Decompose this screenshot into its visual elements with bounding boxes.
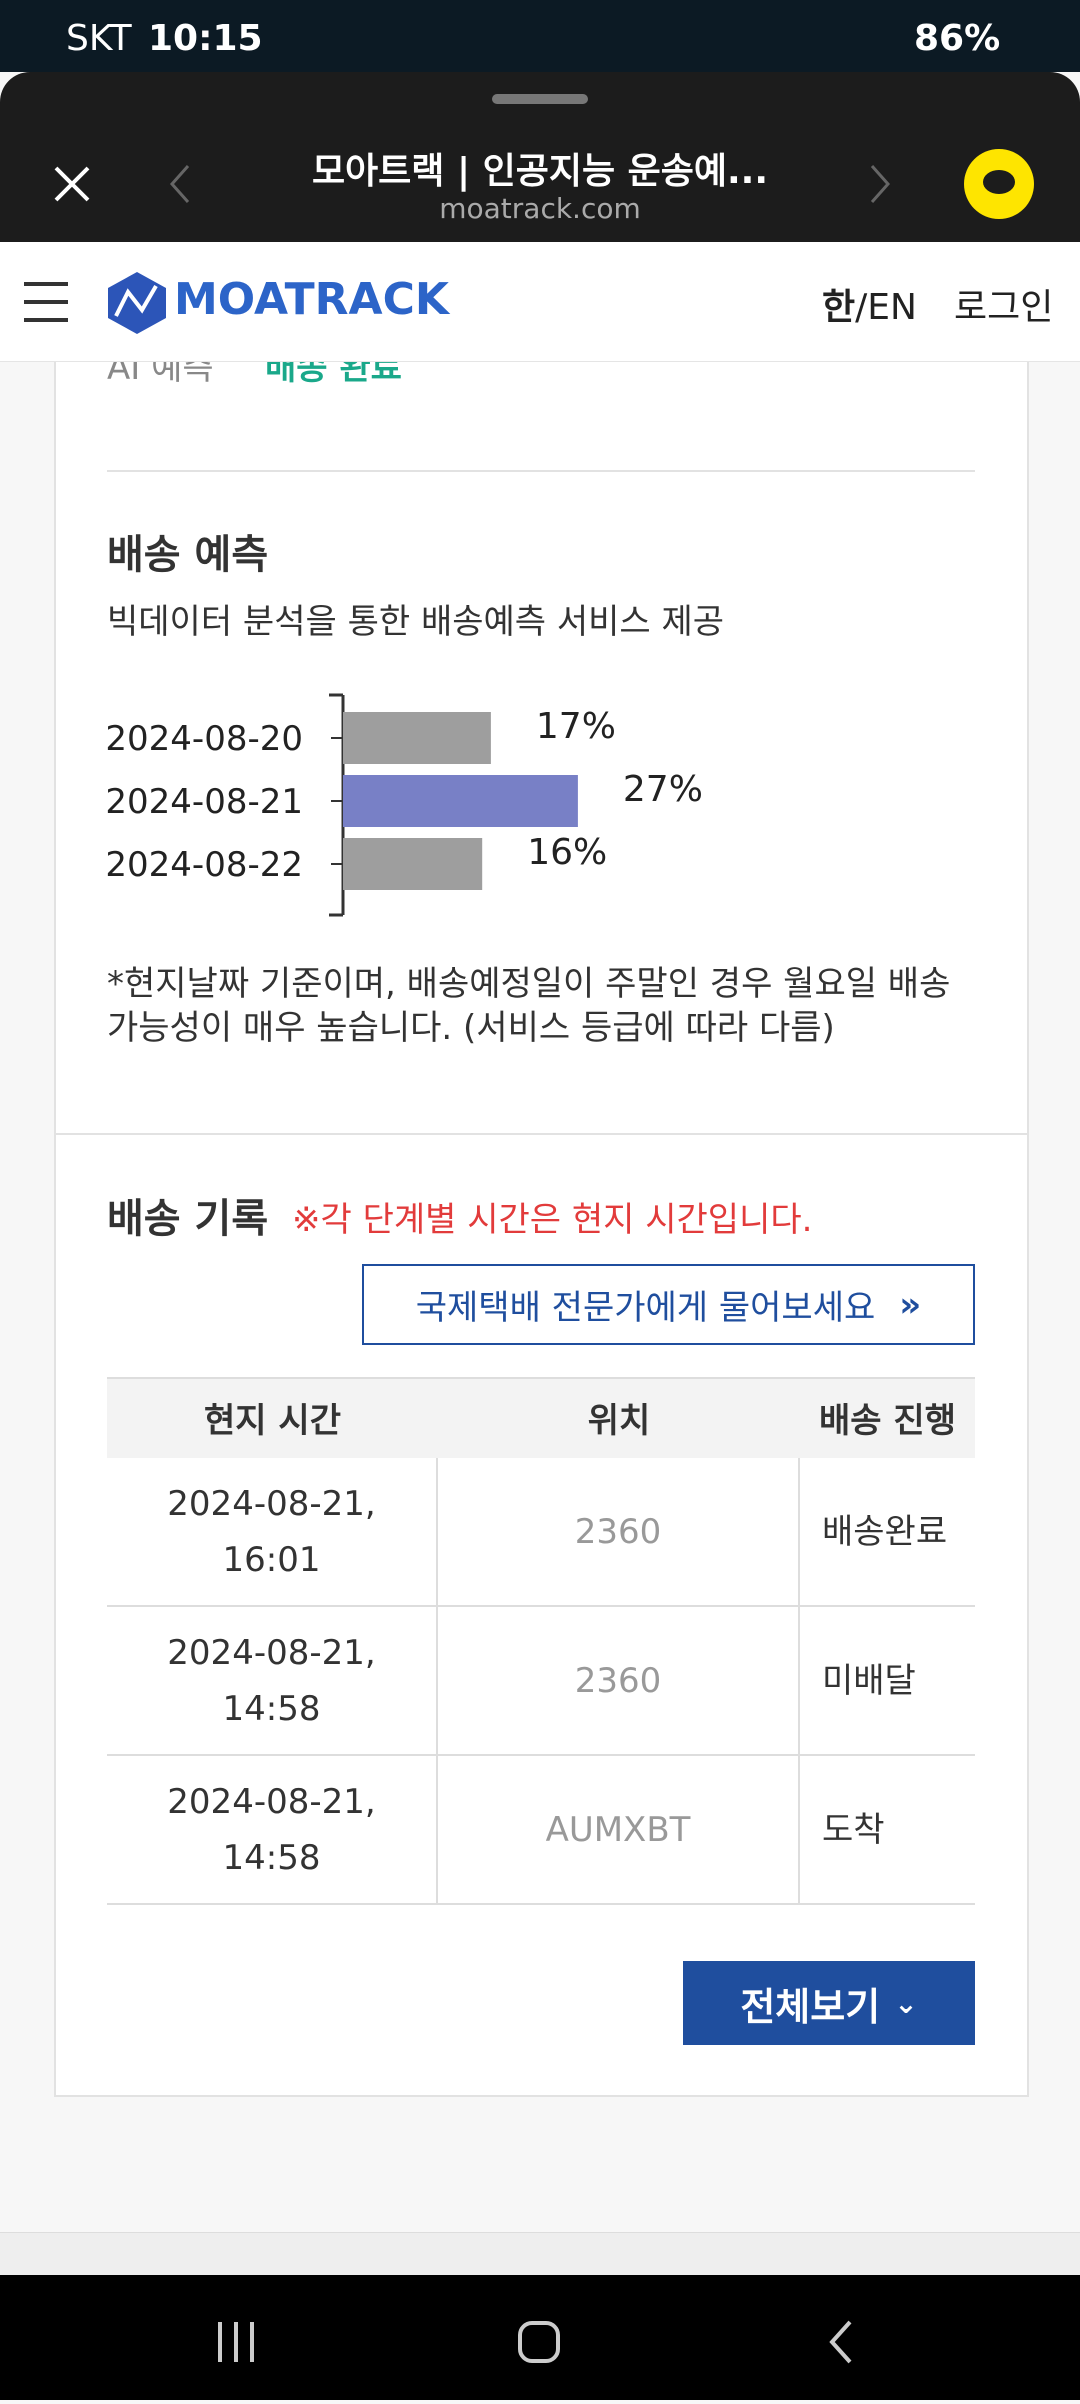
time-cell-text: 2024-08-21, 16:01	[167, 1483, 376, 1580]
column-header: 현지 시간	[107, 1377, 438, 1458]
bar	[343, 775, 578, 827]
forward-button[interactable]	[868, 162, 892, 206]
footer	[0, 2232, 1080, 2276]
view-all-label: 전체보기	[740, 1984, 881, 2029]
logo-icon	[108, 272, 166, 334]
history-notice: ※각 단계별 시간은 현지 시간입니다.	[292, 1200, 813, 1240]
tracking-card	[54, 330, 1029, 2097]
lang-ko[interactable]: 한	[822, 287, 856, 328]
close-button[interactable]	[52, 164, 92, 204]
table-header	[107, 1377, 975, 1458]
nav-icons	[218, 2320, 852, 2364]
divider	[54, 1133, 1029, 1135]
status-bar: SKT 10:15 86%	[0, 0, 1080, 72]
value-label: 27%	[623, 769, 703, 810]
value-label: 16%	[527, 832, 607, 873]
kakao-button[interactable]	[963, 148, 1035, 220]
location-cell: AUMXBT	[438, 1756, 800, 1905]
column-header-text: 위치	[587, 1401, 651, 1441]
clock: 10:15	[148, 18, 263, 59]
ask-expert-label: 국제택배 전문가에게 물어보세요	[415, 1288, 876, 1328]
logo-text[interactable]: MOATRACK	[174, 274, 449, 325]
category-label: 2024-08-20	[105, 719, 303, 759]
back-button[interactable]	[168, 162, 192, 206]
value-label: 17%	[536, 706, 616, 747]
nav-bar	[0, 2275, 1080, 2400]
login-link[interactable]: 로그인	[954, 287, 1054, 328]
browser-bar: 모아트랙 | 인공지능 운송예... moatrack.com	[0, 72, 1080, 242]
location-cell-text: 2360	[574, 1660, 662, 1701]
column-header: 위치	[438, 1377, 800, 1458]
page-url: moatrack.com	[439, 192, 641, 225]
ask-expert-button[interactable]: 국제택배 전문가에게 물어보세요»	[362, 1264, 975, 1345]
forecast-subtitle: 빅데이터 분석을 통한 배송예측 서비스 제공	[107, 602, 725, 642]
menu-icon[interactable]	[24, 280, 70, 324]
carrier: SKT	[66, 18, 132, 59]
status-cell: 도착	[800, 1756, 975, 1905]
divider	[107, 470, 975, 472]
site-header: MOATRACK 한/EN 로그인	[0, 242, 1080, 362]
bar	[343, 712, 491, 764]
location-cell: 2360	[438, 1458, 800, 1607]
category-label: 2024-08-22	[105, 845, 303, 885]
time-cell: 2024-08-21, 16:01	[107, 1458, 438, 1607]
drag-handle	[492, 94, 588, 104]
status-cell: 미배달	[800, 1607, 975, 1756]
column-header-text: 배송 진행	[819, 1401, 956, 1441]
status-cell-text: 배송완료	[822, 1511, 948, 1552]
time-cell: 2024-08-21, 14:58	[107, 1756, 438, 1905]
column-header-text: 현지 시간	[204, 1401, 341, 1441]
lang-en[interactable]: /EN	[855, 287, 917, 328]
forecast-note: *현지날짜 기준이며, 배송예정일이 주말인 경우 월요일 배송 가능성이 매우…	[107, 964, 951, 1048]
page-title: 모아트랙 | 인공지능 운송예...	[311, 151, 769, 192]
bar	[343, 838, 483, 890]
history-table: 현지 시간 위치 배송 진행 2024-08-21, 16:01 2360 배송완료 202…	[107, 1377, 975, 1907]
status-cell: 배송완료	[800, 1458, 975, 1607]
battery: 86%	[914, 18, 1001, 59]
history-title: 배송 기록	[107, 1196, 269, 1242]
status-cell-text: 도착	[822, 1809, 885, 1850]
time-cell: 2024-08-21, 14:58	[107, 1607, 438, 1756]
location-cell: 2360	[438, 1607, 800, 1756]
time-cell-text: 2024-08-21, 14:58	[167, 1781, 376, 1878]
status-cell-text: 미배달	[822, 1660, 916, 1701]
time-cell-text: 2024-08-21, 14:58	[167, 1632, 376, 1729]
category-label: 2024-08-21	[105, 782, 303, 822]
forecast-title: 배송 예측	[107, 532, 269, 578]
location-cell-text: 2360	[574, 1511, 662, 1552]
view-all-button[interactable]: 전체보기 ⌄	[683, 1961, 975, 2045]
location-cell-text: AUMXBT	[545, 1809, 691, 1850]
column-header: 배송 진행	[800, 1377, 975, 1458]
forecast-chart: 2024-08-20 17% 2024-08-21 27% 2024-08-22 16%	[105, 693, 703, 917]
